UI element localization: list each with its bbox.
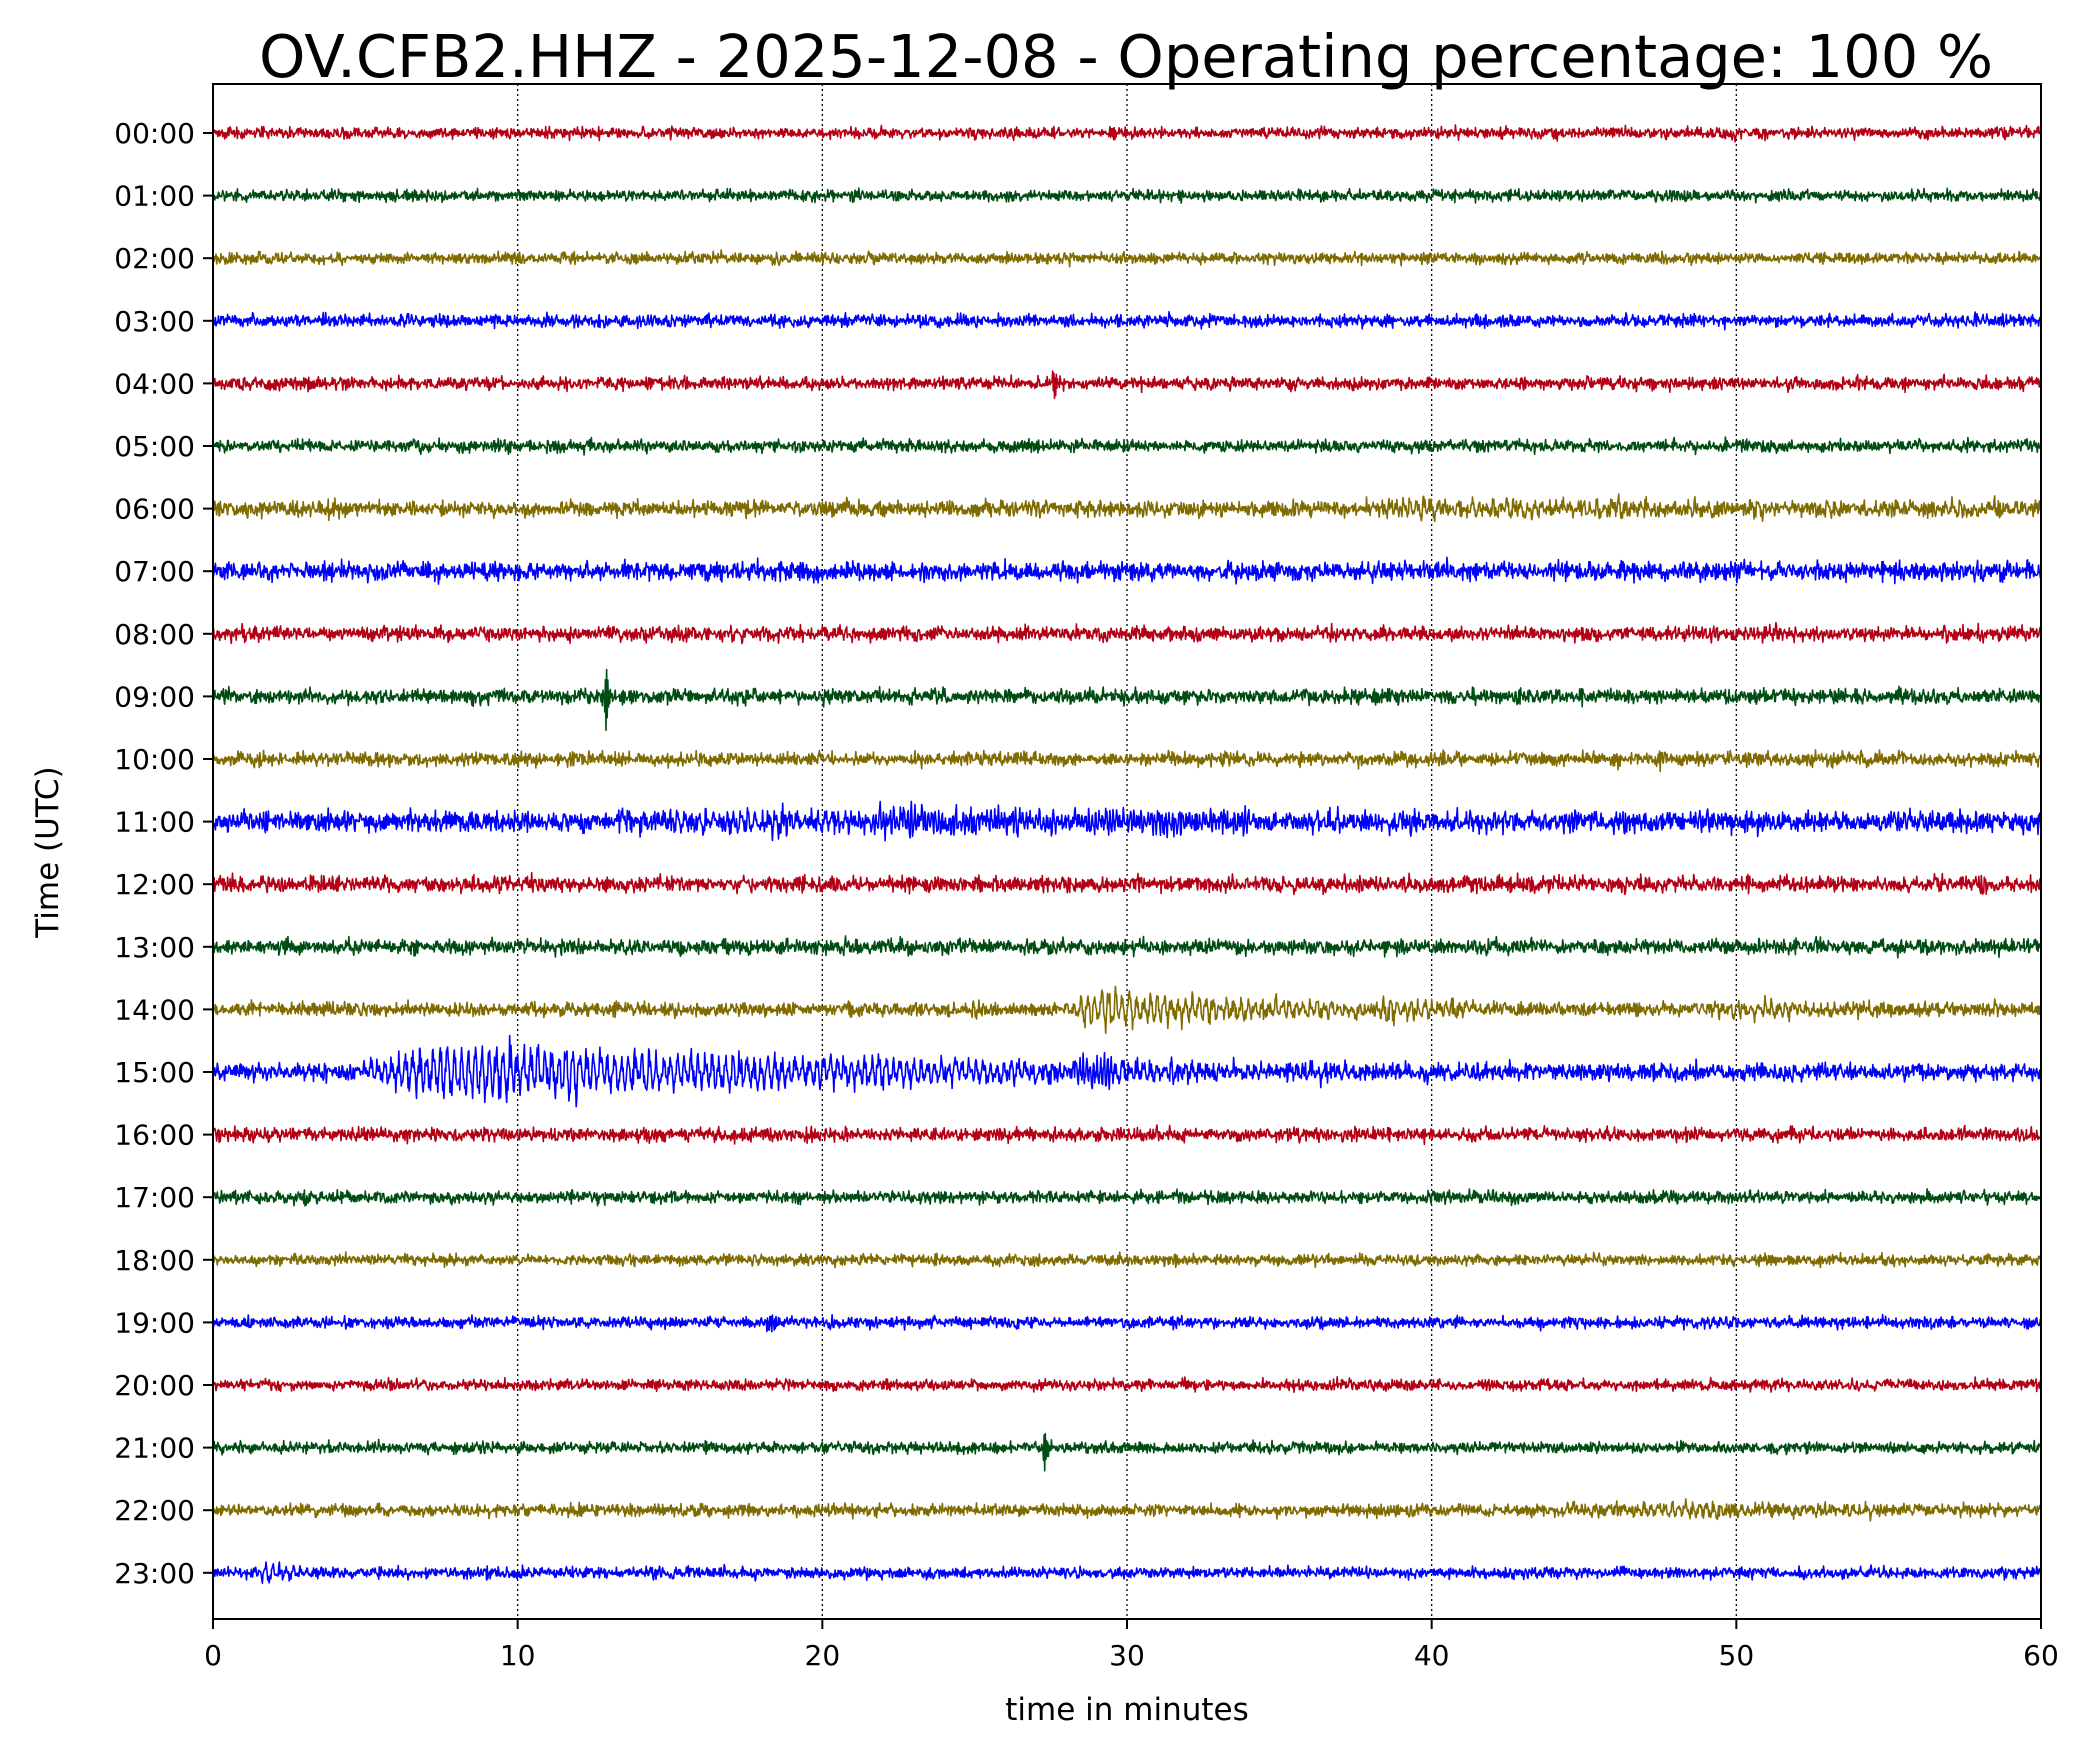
x-tick-label: 20 [805, 1639, 841, 1672]
trace-series [212, 124, 2042, 1584]
trace-2000 [212, 1376, 2042, 1393]
y-tick-label: 21:00 [114, 1432, 195, 1465]
trace-0600 [212, 493, 2042, 523]
y-tick-label: 07:00 [114, 555, 195, 588]
y-axis-label: Time (UTC) [30, 766, 66, 938]
trace-0900 [212, 668, 2042, 731]
trace-1400 [212, 985, 2042, 1034]
x-tick-label: 30 [1109, 1639, 1145, 1672]
y-tick-label: 06:00 [114, 493, 195, 526]
y-tick-label: 02:00 [114, 242, 195, 275]
trace-0000 [212, 124, 2042, 143]
y-tick-label: 16:00 [114, 1119, 195, 1152]
trace-2200 [212, 1498, 2042, 1522]
y-tick-label: 22:00 [114, 1494, 195, 1527]
trace-0700 [212, 556, 2042, 585]
y-tick-label: 18:00 [114, 1244, 195, 1277]
trace-1700 [212, 1188, 2042, 1207]
y-tick-label: 23:00 [114, 1557, 195, 1590]
y-tick-label: 09:00 [114, 680, 195, 713]
trace-0200 [212, 249, 2042, 268]
y-tick-label: 11:00 [114, 806, 195, 839]
trace-0500 [212, 436, 2042, 456]
y-tick-label: 20:00 [114, 1369, 195, 1402]
y-tick-label: 19:00 [114, 1306, 195, 1339]
y-tick-label: 17:00 [114, 1181, 195, 1214]
trace-1800 [212, 1251, 2042, 1269]
x-axis-ticks: 0 10 20 30 40 50 60 [204, 1619, 2059, 1672]
x-tick-label: 0 [204, 1639, 222, 1672]
y-tick-label: 08:00 [114, 618, 195, 651]
y-tick-label: 05:00 [114, 430, 195, 463]
y-tick-label: 12:00 [114, 868, 195, 901]
trace-1000 [212, 749, 2042, 773]
y-tick-label: 10:00 [114, 743, 195, 776]
x-tick-label: 10 [500, 1639, 536, 1672]
trace-0300 [212, 311, 2042, 331]
y-tick-label: 01:00 [114, 180, 195, 213]
x-tick-label: 50 [1719, 1639, 1755, 1672]
trace-1900 [212, 1313, 2042, 1333]
trace-1200 [212, 871, 2042, 896]
y-tick-label: 00:00 [114, 117, 195, 150]
y-axis-ticks: 00:00 01:00 02:00 03:00 04:00 05:00 06:00 07:00… [114, 117, 213, 1590]
trace-0400 [212, 370, 2042, 400]
y-tick-label: 15:00 [114, 1056, 195, 1089]
x-tick-label: 40 [1414, 1639, 1450, 1672]
trace-2300 [212, 1561, 2042, 1584]
trace-1500 [212, 1034, 2042, 1108]
trace-2100 [212, 1432, 2042, 1472]
y-tick-label: 04:00 [114, 367, 195, 400]
trace-1300 [212, 935, 2042, 959]
trace-1600 [212, 1124, 2042, 1146]
grid-lines [517, 84, 1737, 1619]
y-tick-label: 03:00 [114, 305, 195, 338]
trace-1100 [212, 800, 2042, 842]
x-tick-label: 60 [2023, 1639, 2059, 1672]
trace-0800 [212, 621, 2042, 645]
x-axis-label: time in minutes [1005, 1692, 1249, 1728]
trace-0100 [212, 187, 2042, 204]
y-tick-label: 14:00 [114, 993, 195, 1026]
y-tick-label: 13:00 [114, 931, 195, 964]
chart-title: OV.CFB2.HHZ - 2025-12-08 - Operating per… [259, 22, 1993, 91]
